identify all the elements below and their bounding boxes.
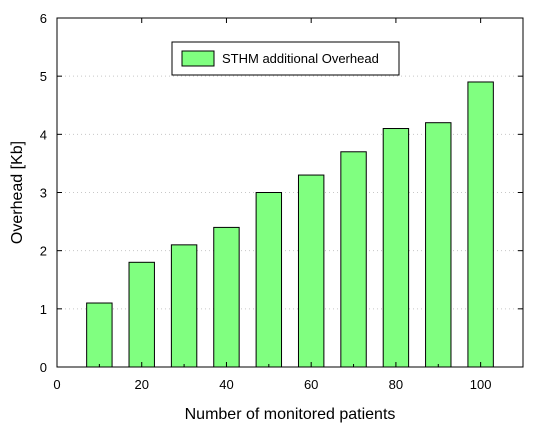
y-tick-label: 3: [40, 186, 47, 201]
bar: [255, 192, 283, 368]
axis-ticks: 0 20 40 60 80 100 0 1 2 3 4 5 6: [40, 11, 523, 392]
legend-swatch: [181, 50, 215, 67]
y-tick-label: 4: [40, 127, 47, 142]
x-tick-label: 100: [470, 377, 492, 392]
x-tick-label: 40: [219, 377, 233, 392]
x-axis-label: Number of monitored patients: [185, 406, 396, 423]
x-tick-label: 0: [53, 377, 60, 392]
bar: [425, 122, 452, 368]
y-tick-label: 5: [40, 69, 47, 84]
y-tick-label: 2: [40, 244, 47, 259]
grid-lines: [57, 75, 523, 310]
x-tick-label: 80: [389, 377, 403, 392]
bar: [86, 302, 113, 368]
bar: [467, 81, 494, 368]
y-tick-label: 6: [40, 11, 47, 26]
y-axis-label: Overhead [Kb]: [9, 141, 26, 244]
legend-label: STHM additional Overhead: [222, 51, 379, 66]
y-tick-label: 1: [40, 302, 47, 317]
bar: [213, 226, 240, 368]
bar: [340, 151, 367, 368]
bar: [128, 261, 155, 368]
bars: [86, 81, 494, 368]
bar: [382, 128, 410, 368]
y-tick-label: 0: [40, 360, 47, 375]
bar: [170, 244, 198, 368]
x-tick-label: 20: [134, 377, 148, 392]
bar: [297, 174, 325, 368]
x-tick-label: 60: [304, 377, 318, 392]
legend: STHM additional Overhead: [171, 41, 400, 76]
